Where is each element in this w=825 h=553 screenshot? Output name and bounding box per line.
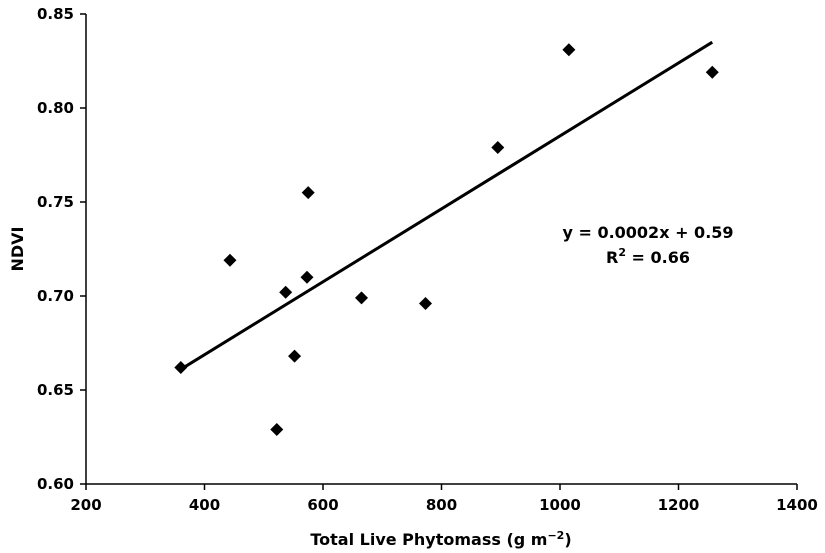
axes [85, 14, 797, 485]
x-ticks: 200 400 600 800 1000 1200 1400 [70, 484, 818, 514]
y-tick-label: 0.85 [37, 5, 74, 23]
x-tick-label: 400 [189, 496, 220, 514]
x-tick-label: 1000 [539, 496, 581, 514]
y-ticks: 0.60 0.65 0.70 0.75 0.80 0.85 [37, 5, 86, 493]
data-point [270, 422, 284, 436]
regression-equation: y = 0.0002x + 0.59 [562, 223, 733, 242]
x-tick-label: 1200 [658, 496, 700, 514]
data-point [491, 140, 505, 154]
data-point [174, 360, 188, 374]
y-axis-title: NDVI [8, 226, 27, 271]
y-tick-label: 0.65 [37, 381, 74, 399]
data-point [301, 186, 315, 200]
x-axis-title-suffix: ) [564, 530, 571, 549]
data-point [223, 253, 237, 267]
data-point [705, 65, 719, 79]
data-point [288, 349, 302, 363]
data-point [300, 270, 314, 284]
x-tick-label: 800 [426, 496, 457, 514]
data-point [279, 285, 293, 299]
r-squared-label: R2 = 0.66 [606, 246, 690, 267]
data-points [174, 43, 719, 436]
x-axis-title-exponent: −2 [547, 529, 564, 542]
r-squared-prefix: R [606, 248, 618, 267]
x-axis-title-text: Total Live Phytomass (g m [310, 530, 547, 549]
data-point [355, 291, 369, 305]
r-squared-suffix: = 0.66 [626, 248, 690, 267]
x-axis-title: Total Live Phytomass (g m−2) [310, 529, 571, 549]
y-tick-label: 0.75 [37, 193, 74, 211]
data-point [419, 297, 433, 311]
y-tick-label: 0.80 [37, 99, 74, 117]
trendline [180, 40, 714, 371]
r-squared-exponent: 2 [618, 246, 626, 259]
y-tick-label: 0.60 [37, 475, 74, 493]
x-tick-label: 200 [70, 496, 101, 514]
x-tick-label: 600 [307, 496, 338, 514]
y-tick-label: 0.70 [37, 287, 74, 305]
x-tick-label: 1400 [776, 496, 818, 514]
data-point [562, 43, 576, 57]
